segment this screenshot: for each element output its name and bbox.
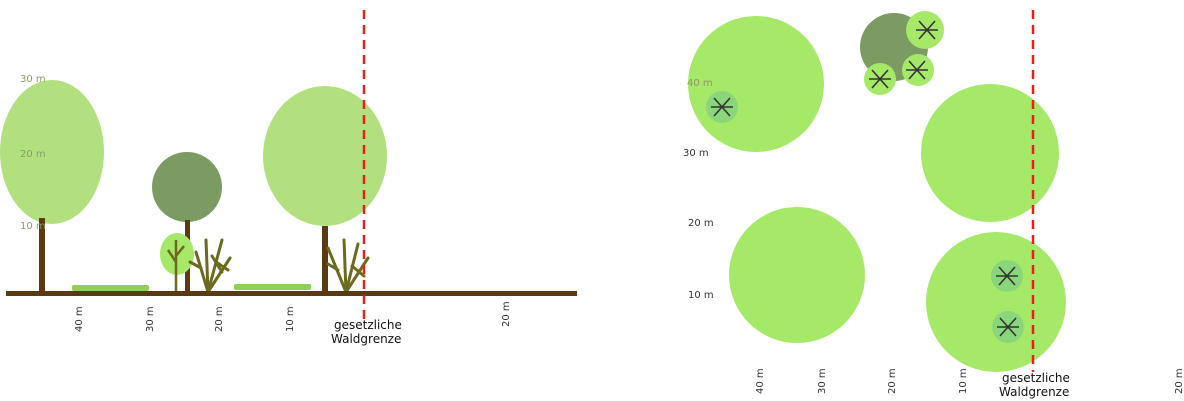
plan-distance-label-30: 30 m xyxy=(817,368,828,394)
plan-distance-label-10: 10 m xyxy=(958,368,969,394)
shrub-asterisk-b xyxy=(869,69,891,89)
plan-y-label-40: 40 m xyxy=(687,78,713,89)
tree-crown-right xyxy=(263,86,387,226)
tree-crown-left xyxy=(0,80,104,224)
plan-y-label-20: 20 m xyxy=(688,218,714,229)
distance-label-30: 30 m xyxy=(145,306,156,332)
plan-boundary-label-line1: gesetzliche xyxy=(1002,371,1070,385)
height-label-20: 20 m xyxy=(20,149,46,160)
shrub-left xyxy=(188,238,232,294)
side-view-svg: 30 m 20 m 10 m 40 m 30 m 20 m 10 m 20 m … xyxy=(0,10,577,346)
crown-middle-right xyxy=(921,84,1059,222)
tree-crown-dark xyxy=(152,152,222,222)
distance-label-10: 10 m xyxy=(285,306,296,332)
sapling-stem xyxy=(166,240,185,292)
distance-label-40: 40 m xyxy=(74,306,85,332)
ground-line xyxy=(6,291,577,296)
crown-bottom-right xyxy=(926,232,1066,372)
distance-label-20-right: 20 m xyxy=(501,301,512,327)
height-label-10: 10 m xyxy=(20,221,46,232)
tree-trunk-left xyxy=(39,218,45,294)
distance-label-20: 20 m xyxy=(214,306,225,332)
shrub-asterisk-c xyxy=(906,60,928,80)
shrub-asterisk-f xyxy=(997,317,1019,337)
grass-patch-left xyxy=(72,285,149,291)
height-label-30: 30 m xyxy=(20,74,46,85)
crown-bottom-left xyxy=(729,207,865,343)
plan-distance-label-40: 40 m xyxy=(755,368,766,394)
shrub-asterisk-a xyxy=(916,20,938,40)
plan-y-label-30: 30 m xyxy=(683,148,709,159)
tree-trunk-right xyxy=(322,226,328,294)
plan-view-svg: 40 m 30 m 20 m 10 m 40 m 30 m 20 m 10 m … xyxy=(683,10,1184,399)
plan-view-diagram: 40 m 30 m 20 m 10 m 40 m 30 m 20 m 10 m … xyxy=(590,0,1184,401)
plan-y-label-10: 10 m xyxy=(688,290,714,301)
boundary-label-line1: gesetzliche xyxy=(334,318,402,332)
side-view-diagram: 30 m 20 m 10 m 40 m 30 m 20 m 10 m 20 m … xyxy=(0,0,590,401)
shrub-right xyxy=(326,238,370,294)
shrub-asterisk-d xyxy=(711,97,733,117)
plan-distance-label-20: 20 m xyxy=(887,368,898,394)
boundary-label-line2: Waldgrenze xyxy=(331,332,401,346)
grass-patch-right xyxy=(234,284,311,290)
shrub-asterisk-e xyxy=(996,266,1018,286)
plan-boundary-label-line2: Waldgrenze xyxy=(999,385,1069,399)
plan-distance-label-20-right: 20 m xyxy=(1174,368,1184,394)
